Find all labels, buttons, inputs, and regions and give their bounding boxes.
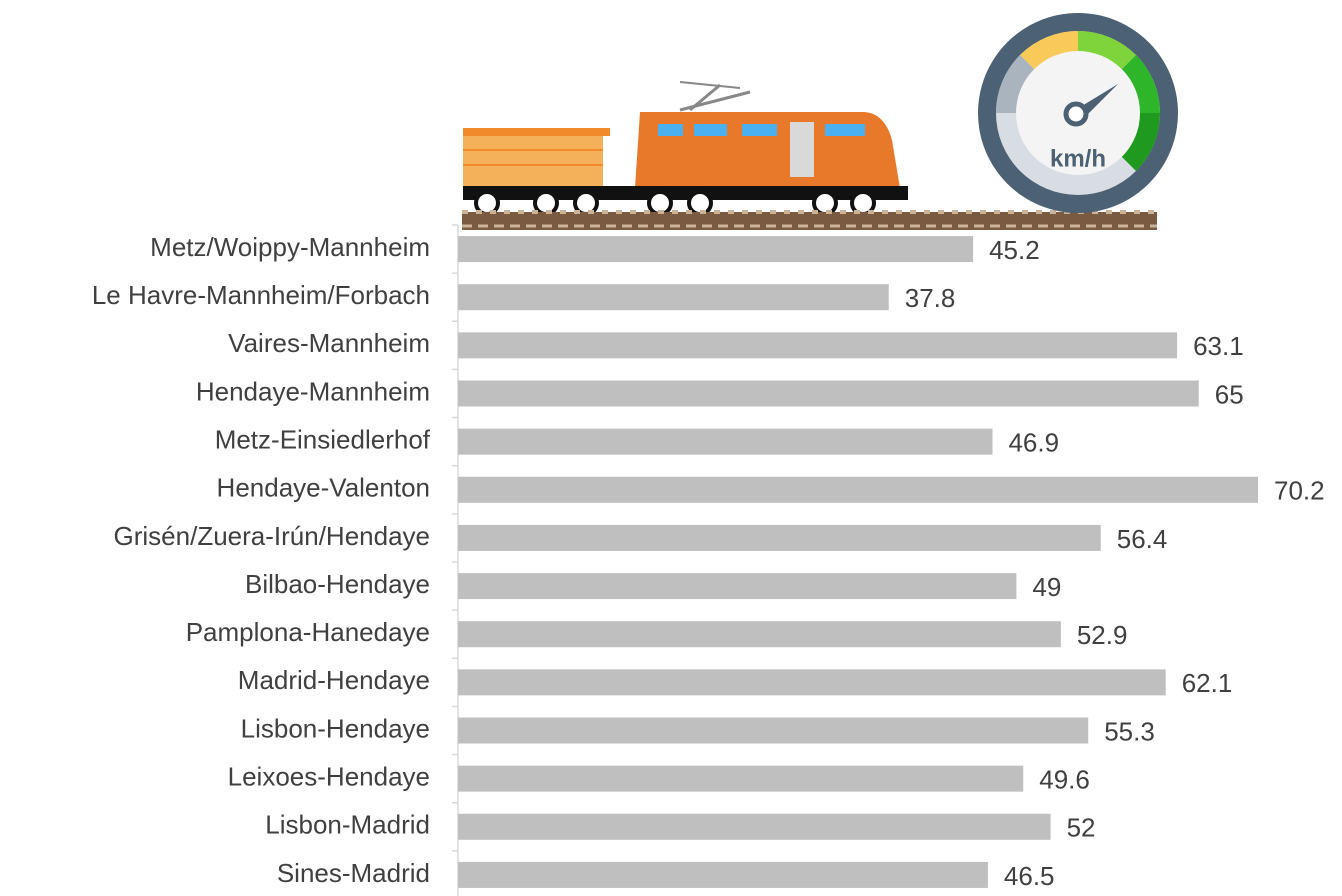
- bar: [458, 814, 1051, 840]
- speedometer-icon: km/h: [978, 13, 1178, 213]
- category-label: Hendaye-Valenton: [217, 473, 430, 503]
- value-label: 49: [1032, 572, 1061, 602]
- value-label: 46.9: [1008, 428, 1059, 458]
- category-label: Lisbon-Madrid: [265, 810, 430, 840]
- category-label: Lisbon-Hendaye: [241, 713, 430, 743]
- value-label: 37.8: [905, 283, 956, 313]
- bar: [458, 862, 988, 888]
- category-label: Pamplona-Hanedaye: [186, 617, 430, 647]
- value-label: 49.6: [1039, 765, 1090, 795]
- value-label: 45.2: [989, 235, 1040, 265]
- value-label: 56.4: [1117, 524, 1168, 554]
- bar: [458, 766, 1023, 792]
- value-label: 70.2: [1274, 476, 1325, 506]
- value-label: 52: [1067, 813, 1096, 843]
- bar: [458, 718, 1088, 744]
- category-label: Hendaye-Mannheim: [196, 376, 430, 406]
- category-label: Grisén/Zuera-Irún/Hendaye: [114, 521, 430, 551]
- bar: [458, 381, 1199, 407]
- category-label: Metz/Woippy-Mannheim: [150, 232, 430, 262]
- category-label: Madrid-Hendaye: [238, 665, 430, 695]
- bar: [458, 429, 992, 455]
- category-label: Bilbao-Hendaye: [245, 569, 430, 599]
- bar: [458, 621, 1061, 647]
- category-label: Vaires-Mannheim: [228, 328, 430, 358]
- value-label: 46.5: [1004, 861, 1055, 891]
- bar: [458, 332, 1177, 358]
- bar: [458, 236, 973, 262]
- value-label: 65: [1215, 379, 1244, 409]
- bar: [458, 525, 1101, 551]
- value-label: 52.9: [1077, 620, 1128, 650]
- category-label: Metz-Einsiedlerhof: [215, 425, 431, 455]
- bar: [458, 669, 1166, 695]
- value-label: 63.1: [1193, 331, 1244, 361]
- value-label: 55.3: [1104, 716, 1155, 746]
- value-label: 62.1: [1182, 668, 1233, 698]
- bar: [458, 573, 1016, 599]
- bar: [458, 477, 1258, 503]
- chart: km/h Metz/Woippy-Mannheim 45.2 Le Havre-Ma…: [0, 0, 1342, 896]
- category-label: Sines-Madrid: [277, 858, 430, 888]
- gauge-label: km/h: [1050, 145, 1106, 172]
- bar: [458, 284, 889, 310]
- category-label: Leixoes-Hendaye: [228, 762, 430, 792]
- category-label: Le Havre-Mannheim/Forbach: [92, 280, 430, 310]
